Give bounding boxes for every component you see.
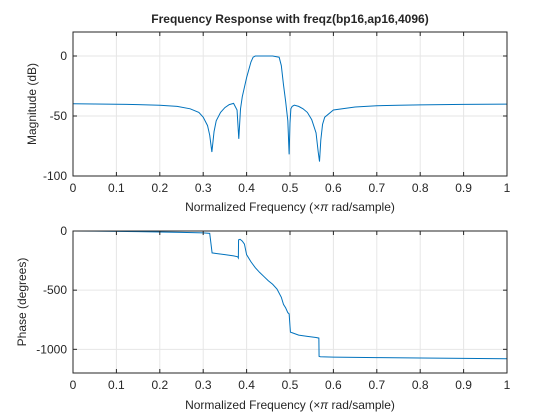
phase-x-tick-label: 0.1 — [108, 378, 125, 392]
magnitude-x-tick-label: 0.7 — [368, 181, 385, 195]
magnitude-series-line — [72, 55, 508, 162]
phase-x-tick-label: 0.5 — [282, 378, 299, 392]
phase-x-tick-label: 0.9 — [455, 378, 472, 392]
magnitude-x-tick-label: 0.4 — [238, 181, 255, 195]
magnitude-x-tick-label: 0.9 — [455, 181, 472, 195]
phase-x-tick-label: 0.6 — [325, 378, 342, 392]
phase-x-axis-label: Normalized Frequency (×π rad/sample) — [185, 398, 395, 412]
magnitude-y-axis-label: Magnitude (dB) — [25, 63, 39, 145]
magnitude-y-tick-label: -50 — [50, 109, 68, 123]
phase-ticks: 0 0.1 0.2 0.3 0.4 0.5 0.6 0.7 0.8 0.9 1 -1000 -500 0 — [36, 224, 510, 392]
magnitude-x-tick-label: 1 — [504, 181, 511, 195]
magnitude-x-tick-label: 0.8 — [412, 181, 429, 195]
phase-y-axis-label: Phase (degrees) — [15, 258, 29, 347]
phase-x-tick-label: 0.3 — [195, 378, 212, 392]
phase-x-tick-label: 0.7 — [368, 378, 385, 392]
magnitude-axes: 0 0.1 0.2 0.3 0.4 0.5 0.6 0.7 0.8 0.9 1 -100 -50 0 Fr… — [25, 12, 511, 214]
magnitude-y-tick-label: 0 — [60, 49, 67, 63]
phase-x-tick-label: 0.2 — [151, 378, 168, 392]
phase-series-line — [72, 230, 508, 360]
phase-y-tick-label: 0 — [60, 224, 67, 238]
phase-axes: 0 0.1 0.2 0.3 0.4 0.5 0.6 0.7 0.8 0.9 1 -1000 -5000 … — [15, 224, 511, 412]
magnitude-x-tick-label: 0.1 — [108, 181, 125, 195]
magnitude-x-axis-label: Normalized Frequency (×π rad/sample) — [185, 200, 395, 214]
magnitude-x-tick-label: 0 — [70, 181, 77, 195]
chart-title: Frequency Response with freqz(bp16,ap16,… — [151, 12, 428, 26]
phase-y-tick-label: -1000 — [36, 342, 67, 356]
phase-y-tick-label: -500 — [43, 283, 67, 297]
magnitude-x-tick-label: 0.6 — [325, 181, 342, 195]
phase-x-tick-label: 1 — [504, 378, 511, 392]
magnitude-x-tick-label: 0.2 — [151, 181, 168, 195]
phase-x-tick-label: 0.4 — [238, 378, 255, 392]
phase-x-tick-label: 0.8 — [412, 378, 429, 392]
magnitude-ticks: 0 0.1 0.2 0.3 0.4 0.5 0.6 0.7 0.8 0.9 1 -100 -50 0 — [43, 32, 511, 195]
phase-x-tick-label: 0 — [70, 378, 77, 392]
magnitude-x-tick-label: 0.3 — [195, 181, 212, 195]
magnitude-x-tick-label: 0.5 — [282, 181, 299, 195]
magnitude-y-tick-label: -100 — [43, 169, 67, 183]
